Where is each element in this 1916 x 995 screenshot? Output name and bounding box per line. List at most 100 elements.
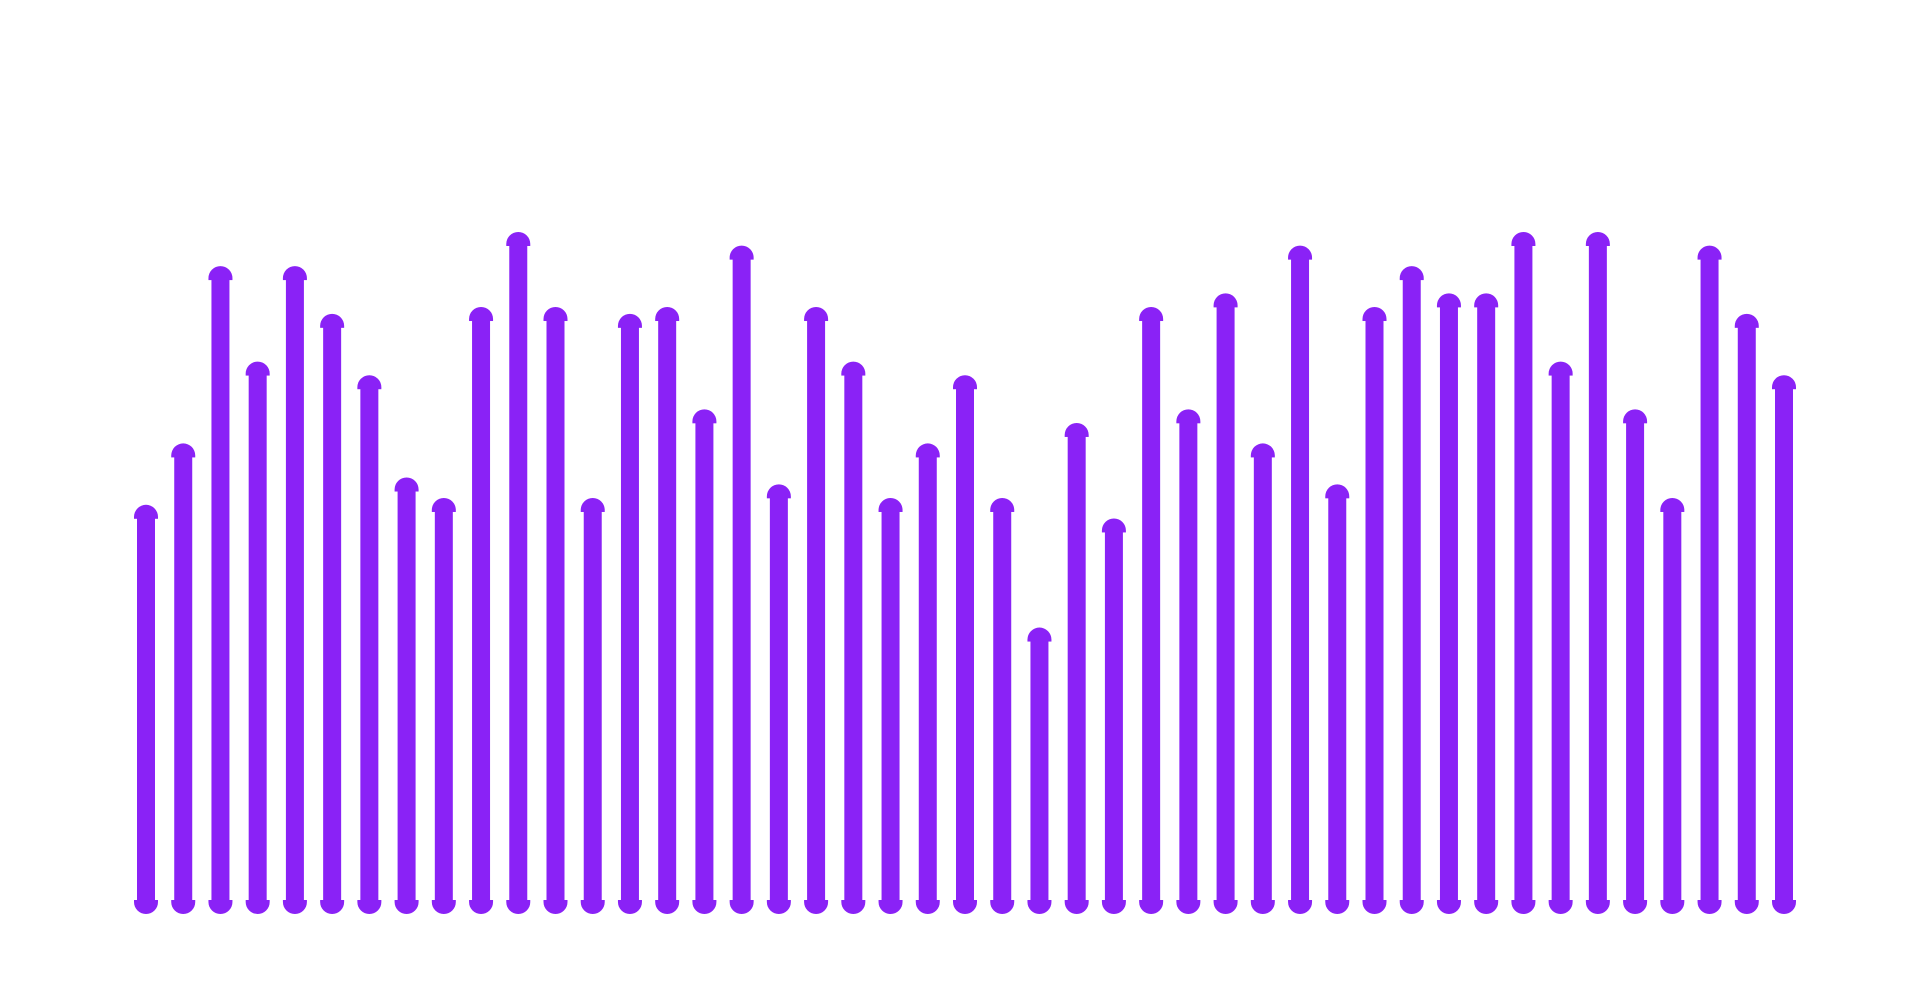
- bar-23-edge-right: [974, 389, 978, 900]
- bar-24-edge-left: [989, 511, 994, 900]
- bar-8-edge-right: [415, 491, 420, 900]
- bar-37-edge-left: [1473, 307, 1478, 900]
- bar-25-edge-left: [1026, 641, 1031, 900]
- bar-45-edge-left: [1771, 389, 1775, 900]
- bar-9-edge-right: [452, 511, 457, 900]
- bar-1-edge-left: [133, 518, 137, 900]
- bar-22-edge-right: [936, 457, 941, 900]
- bar-16-edge-left: [691, 423, 696, 900]
- bar-39: [1548, 361, 1573, 915]
- bar-22: [915, 443, 940, 914]
- bar-32: [1288, 245, 1313, 914]
- bar-35: [1399, 266, 1424, 915]
- bar-7-edge-right: [378, 389, 383, 900]
- bar-40: [1585, 232, 1610, 914]
- bar-15: [655, 307, 680, 914]
- bar-24: [990, 497, 1015, 914]
- bar-4: [245, 361, 270, 915]
- bar-35-edge-right: [1420, 280, 1425, 901]
- bar-1-edge-right: [155, 518, 159, 900]
- bar-6-edge-left: [319, 327, 324, 901]
- bar-45-edge-right: [1793, 389, 1797, 900]
- bar-27-edge-right: [1122, 532, 1127, 900]
- bar-13-edge-left: [579, 511, 584, 900]
- bar-34: [1362, 307, 1387, 914]
- bar-22-edge-left: [914, 457, 919, 900]
- bar-44: [1734, 313, 1759, 915]
- bar-30-edge-right: [1234, 307, 1239, 900]
- bar-31-edge-right: [1271, 457, 1276, 900]
- bar-28: [1139, 307, 1164, 914]
- bar-3-edge-left: [207, 280, 212, 901]
- bar-18-edge-right: [787, 498, 792, 900]
- bar-29-edge-right: [1197, 423, 1202, 900]
- bar-3: [208, 266, 233, 915]
- bar-14-edge-left: [616, 327, 621, 901]
- bar-20-edge-right: [862, 375, 867, 901]
- bar-39-edge-right: [1569, 375, 1574, 901]
- bar-17: [729, 245, 754, 914]
- bar-15-edge-left: [654, 321, 659, 900]
- bar-42-edge-right: [1681, 511, 1686, 900]
- bar-25: [1027, 627, 1052, 914]
- bar-7: [357, 375, 382, 915]
- bar-10: [469, 307, 494, 914]
- bar-17-edge-right: [750, 259, 755, 900]
- bar-44-edge-right: [1755, 327, 1760, 901]
- bar-13: [580, 497, 605, 914]
- bar-36-edge-right: [1457, 307, 1462, 900]
- bar-21: [878, 497, 903, 914]
- bar-29-edge-left: [1175, 423, 1180, 900]
- bar-30: [1213, 293, 1238, 914]
- bar-6-edge-right: [341, 327, 346, 901]
- bar-43-edge-left: [1696, 259, 1701, 900]
- bar-43-edge-right: [1718, 259, 1723, 900]
- bar-11-edge-left: [505, 246, 510, 900]
- bar-33-edge-left: [1324, 498, 1329, 900]
- bar-9: [431, 497, 456, 914]
- bar-9-edge-left: [430, 511, 435, 900]
- bar-33-edge-right: [1346, 498, 1351, 900]
- bar-44-edge-left: [1733, 327, 1738, 901]
- bar-2: [171, 443, 196, 914]
- bar-2-edge-left: [170, 457, 175, 900]
- bar-5: [282, 266, 307, 915]
- bar-4-edge-left: [244, 375, 249, 901]
- bar-26-edge-left: [1063, 436, 1068, 900]
- bar-7-edge-left: [356, 389, 361, 900]
- bar-37: [1474, 293, 1499, 914]
- bar-40-edge-left: [1584, 246, 1589, 900]
- bar-11-edge-right: [527, 246, 532, 900]
- bar-38-edge-right: [1532, 246, 1537, 900]
- bar-27: [1101, 518, 1126, 914]
- bar-5-edge-left: [281, 280, 286, 901]
- bar-43: [1697, 245, 1722, 914]
- bar-20-edge-left: [840, 375, 845, 901]
- bar-28-edge-right: [1160, 321, 1165, 900]
- bar-21-edge-right: [899, 511, 904, 900]
- bar-14: [617, 313, 642, 915]
- bar-10-edge-right: [490, 321, 495, 900]
- bar-11: [506, 232, 531, 914]
- bar-6: [320, 313, 345, 915]
- bar-33: [1325, 484, 1350, 914]
- bar-25-edge-right: [1048, 641, 1053, 900]
- bar-20: [841, 361, 866, 915]
- bars-group: [133, 232, 1797, 915]
- bar-34-edge-right: [1383, 321, 1388, 900]
- bar-3-edge-right: [229, 280, 234, 901]
- bar-16-edge-right: [713, 423, 718, 900]
- bar-18-edge-left: [765, 498, 770, 900]
- bar-5-edge-right: [303, 280, 308, 901]
- bar-13-edge-right: [601, 511, 606, 900]
- bar-21-edge-left: [877, 511, 882, 900]
- bar-28-edge-left: [1138, 321, 1143, 900]
- bar-42: [1660, 497, 1685, 914]
- bar-37-edge-right: [1495, 307, 1500, 900]
- bar-23: [953, 375, 977, 915]
- bar-12-edge-left: [542, 321, 547, 900]
- bar-39-edge-left: [1547, 375, 1552, 901]
- bar-32-edge-left: [1287, 259, 1292, 900]
- bar-14-edge-right: [638, 327, 643, 901]
